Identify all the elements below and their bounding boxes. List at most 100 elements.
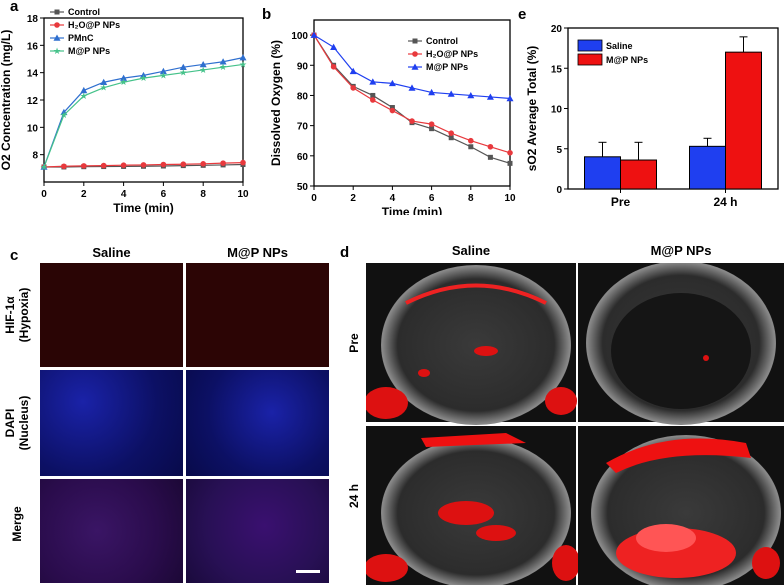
data-point bbox=[159, 67, 167, 75]
y-tick-label: 15 bbox=[551, 64, 563, 75]
hypoxia-label: (Hypoxia) bbox=[17, 287, 31, 343]
data-point bbox=[330, 63, 337, 70]
data-point: ★ bbox=[60, 110, 68, 120]
data-point bbox=[180, 161, 187, 168]
data-point bbox=[408, 84, 416, 91]
data-point: ★ bbox=[40, 162, 48, 172]
data-point bbox=[388, 79, 396, 87]
data-point bbox=[100, 162, 107, 169]
x-tick-label: 10 bbox=[504, 193, 516, 204]
y-axis-title: sO2 Average Total (%) bbox=[525, 46, 539, 172]
ultrasound-images bbox=[366, 263, 784, 585]
y-tick-label: 60 bbox=[297, 152, 309, 163]
nucleus-label: (Nucleus) bbox=[17, 395, 31, 451]
data-point bbox=[468, 137, 474, 144]
legend-marker bbox=[53, 34, 61, 41]
x-tick-label: 4 bbox=[121, 189, 127, 200]
hif-label: HIF-1α bbox=[3, 296, 17, 334]
legend-label: M@P NPs bbox=[68, 46, 110, 56]
data-point bbox=[429, 126, 435, 132]
x-tick-label: 10 bbox=[237, 189, 249, 200]
data-point bbox=[140, 162, 147, 168]
data-point bbox=[507, 160, 513, 166]
legend-marker bbox=[54, 22, 60, 28]
x-tick-label: Pre bbox=[611, 195, 631, 209]
microscopy-row-label-dapi: DAPI (Nucleus) bbox=[3, 383, 33, 463]
microscopy-row-label-hif: HIF-1α (Hypoxia) bbox=[3, 275, 33, 355]
bar bbox=[584, 156, 621, 190]
legend-label: H₂O@P NPs bbox=[68, 20, 120, 30]
legend-swatch bbox=[577, 53, 603, 66]
data-point bbox=[370, 97, 376, 103]
legend-swatch bbox=[577, 39, 603, 52]
data-point bbox=[219, 58, 227, 65]
data-point bbox=[100, 78, 108, 86]
y-tick-label: 90 bbox=[297, 61, 309, 72]
data-point bbox=[409, 118, 415, 124]
dapi-label: DAPI bbox=[3, 408, 17, 438]
x-tick-label: 4 bbox=[390, 193, 396, 204]
data-point bbox=[350, 85, 356, 91]
image-dapi-saline bbox=[40, 370, 183, 476]
image-hif-saline bbox=[40, 263, 183, 367]
data-point: ★ bbox=[80, 91, 88, 101]
legend-label: Control bbox=[426, 36, 458, 46]
image-dapi-mp bbox=[186, 370, 329, 476]
y-axis-title: Dissolved Oxygen (%) bbox=[269, 40, 283, 166]
merge-label: Merge bbox=[10, 506, 24, 542]
data-point bbox=[506, 94, 514, 102]
data-point: ★ bbox=[219, 62, 227, 72]
legend-marker: ★ bbox=[53, 46, 61, 56]
y-tick-label: 8 bbox=[32, 151, 38, 162]
data-point bbox=[239, 54, 247, 61]
legend-label: M@P NPs bbox=[426, 62, 468, 72]
legend-marker bbox=[411, 63, 419, 70]
data-point bbox=[487, 143, 494, 150]
y-tick-label: 0 bbox=[556, 185, 562, 196]
data-point bbox=[448, 130, 454, 136]
series-line bbox=[313, 34, 511, 154]
y-tick-label: 16 bbox=[27, 41, 39, 52]
x-tick-label: 8 bbox=[200, 189, 206, 200]
data-point bbox=[370, 92, 376, 98]
data-point bbox=[428, 88, 436, 96]
chart-b-dissolved-oxygen: 0 2 4 6 8 10 50 60 70 80 90 100 Time (min) Dissolved … bbox=[269, 19, 516, 215]
scale-bar bbox=[296, 570, 320, 573]
data-point bbox=[448, 135, 454, 141]
ultrasound-col-header-saline: Saline bbox=[451, 243, 491, 258]
data-point bbox=[80, 86, 88, 94]
data-point: ★ bbox=[239, 59, 247, 69]
x-tick-label: 2 bbox=[81, 189, 87, 200]
data-point bbox=[160, 161, 167, 168]
y-axis-title: O2 Concentration (mg/L) bbox=[0, 30, 13, 171]
legend-label: PMnC bbox=[68, 33, 94, 43]
y-tick-label: 80 bbox=[297, 91, 309, 102]
y-tick-label: 10 bbox=[551, 105, 563, 116]
data-point: ★ bbox=[199, 65, 207, 75]
y-tick-label: 20 bbox=[551, 24, 563, 35]
x-tick-label: 0 bbox=[311, 193, 317, 204]
legend-label: H₂O@P NPs bbox=[426, 49, 478, 59]
x-axis-title: Time (min) bbox=[113, 201, 173, 215]
us-pre-mp bbox=[578, 263, 784, 425]
data-point bbox=[220, 160, 226, 166]
x-tick-label: 2 bbox=[350, 193, 356, 204]
data-point bbox=[120, 74, 128, 81]
data-point bbox=[140, 71, 147, 79]
image-hif-mp bbox=[186, 263, 329, 367]
data-point bbox=[447, 90, 455, 97]
legend-marker bbox=[412, 38, 418, 44]
ultrasound-col-header-mp: M@P NPs bbox=[650, 243, 712, 258]
data-point bbox=[369, 78, 377, 85]
data-point bbox=[81, 163, 87, 169]
data-point bbox=[330, 43, 338, 50]
legend-label: Control bbox=[68, 7, 100, 17]
image-merge-mp bbox=[186, 479, 329, 583]
y-tick-label: 70 bbox=[297, 122, 309, 133]
data-point: ★ bbox=[100, 83, 108, 93]
data-point: ★ bbox=[159, 70, 167, 80]
data-point bbox=[389, 107, 396, 114]
panel-label-b: b bbox=[262, 6, 272, 23]
data-point bbox=[507, 150, 513, 156]
data-point bbox=[240, 159, 246, 166]
